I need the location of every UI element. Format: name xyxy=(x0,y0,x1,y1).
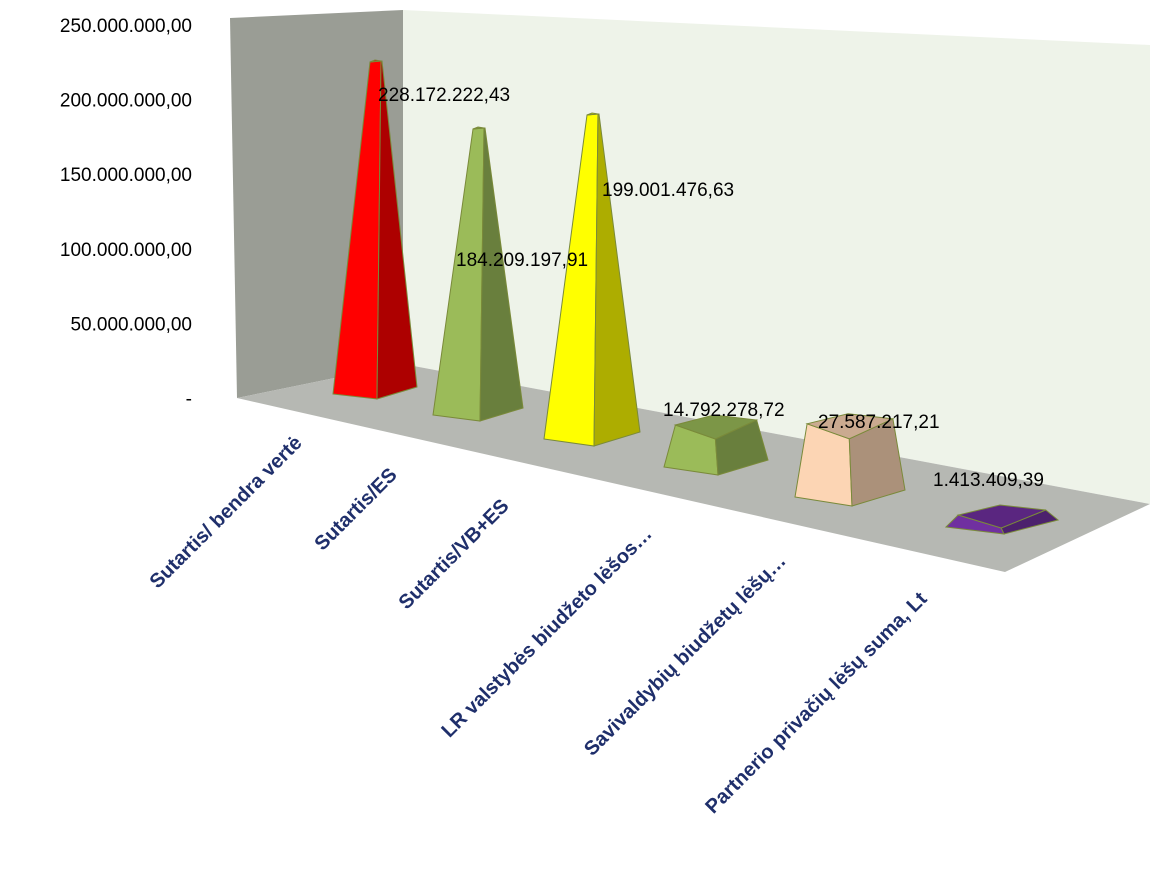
y-tick-label: 150.000.000,00 xyxy=(60,165,192,186)
x-tick-label: Sutartis/VB+ES xyxy=(395,495,514,614)
bar-top-face xyxy=(956,504,1046,529)
data-label: 27.587.217,21 xyxy=(818,412,940,433)
bar-3 xyxy=(543,112,641,447)
x-tick-label: Sutartis/ bendra vertė xyxy=(146,432,307,593)
bar-side-face xyxy=(593,113,641,447)
x-tick-label: Partnerio privačių lėšų suma, Lt xyxy=(701,588,931,818)
y-axis: - 50.000.000,00 100.000.000,00 150.000.000,… xyxy=(60,16,192,410)
y-tick-label: 200.000.000,00 xyxy=(60,91,192,112)
y-tick-label: 50.000.000,00 xyxy=(70,314,192,335)
bar-5 xyxy=(794,413,906,507)
bars xyxy=(332,59,1060,535)
bar-top-face xyxy=(805,413,895,440)
y-tick-label: 100.000.000,00 xyxy=(60,240,192,261)
data-label: 184.209.197,91 xyxy=(456,250,588,271)
y-tick-label: - xyxy=(186,389,192,410)
bar-6 xyxy=(944,504,1060,535)
y-tick-label: 250.000.000,00 xyxy=(60,16,192,37)
data-label: 199.001.476,63 xyxy=(602,180,734,201)
data-label: 14.792.278,72 xyxy=(663,400,785,421)
bar-top-face xyxy=(586,112,599,116)
bar-4 xyxy=(663,414,769,476)
bar-side-face xyxy=(376,60,418,400)
bar-top-face xyxy=(369,59,382,63)
data-label: 228.172.222,43 xyxy=(378,85,510,106)
bar-1 xyxy=(332,59,418,400)
x-tick-label: Sutartis/ES xyxy=(311,464,402,555)
bar-side-face xyxy=(479,127,524,422)
bar-2 xyxy=(432,126,524,422)
data-labels: 228.172.222,43 184.209.197,91 199.001.476,… xyxy=(378,85,1044,491)
bar-top-face xyxy=(673,414,759,440)
data-label: 1.413.409,39 xyxy=(933,470,1044,491)
bar-top-face xyxy=(472,126,485,130)
